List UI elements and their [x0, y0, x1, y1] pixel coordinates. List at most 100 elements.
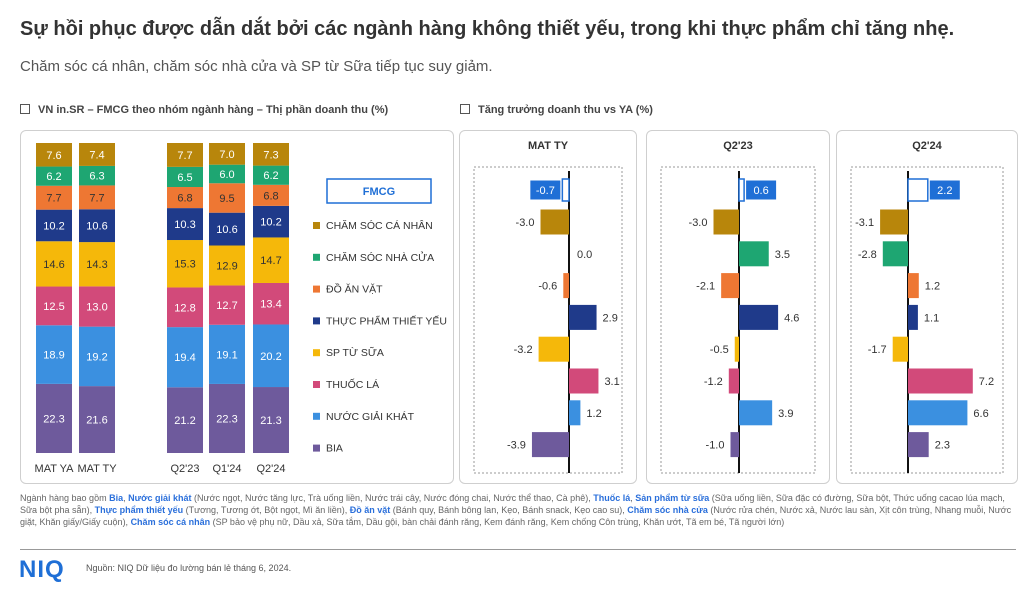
- bar-segment-cham-soc-ca-nhan: [253, 143, 289, 166]
- bar-segment-bia: [79, 386, 115, 453]
- growth-chart-title: MAT TY: [528, 140, 569, 152]
- growth-chart-title: Tăng trưởng doanh thu vs YA (%): [478, 104, 653, 116]
- footnote-category: Thực phẩm thiết yếu: [94, 505, 184, 515]
- growth-value-label: 2.9: [603, 312, 618, 324]
- growth-bar-do-an-vat: [908, 273, 919, 299]
- legend-swatch-nuoc-giai-khat: [313, 412, 320, 420]
- fmcg-total-badge: [746, 180, 777, 200]
- bar-segment-nuoc-giai-khat: [167, 327, 203, 388]
- growth-value-label: -0.5: [710, 344, 729, 356]
- fmcg-total-badge: [530, 180, 561, 200]
- growth-value-label: -2.8: [858, 249, 877, 261]
- bar-value-label: 6.5: [177, 172, 192, 184]
- bar-value-label: 19.1: [216, 349, 237, 361]
- x-tick-label: Q2'23: [170, 463, 199, 475]
- bar-value-label: 7.6: [46, 150, 61, 162]
- stacked-chart-title: VN in.SR – FMCG theo nhóm ngành hàng – T…: [38, 104, 389, 116]
- growth-bar-sp-tu-sua: [538, 336, 569, 362]
- bar-value-label: 19.4: [174, 352, 195, 364]
- legend-label-bia: BIA: [326, 443, 343, 455]
- footnote-category: Chăm sóc cá nhân: [130, 517, 211, 527]
- growth-bar-thuoc-la: [728, 368, 739, 394]
- bar-segment-nuoc-giai-khat: [253, 324, 289, 388]
- growth-value-label: 7.2: [979, 376, 994, 388]
- footnote: Ngành hàng bao gồm Bia, Nước giải khát (…: [20, 492, 1015, 528]
- growth-value-label: -3.9: [507, 440, 526, 452]
- footnote-text: (SP bảo vệ phụ nữ, Dầu xả, Sữa tắm, Dầu …: [210, 517, 785, 527]
- bar-value-label: 22.3: [216, 413, 237, 425]
- growth-value-label: 4.6: [784, 312, 799, 324]
- x-tick-label: MAT TY: [77, 463, 117, 475]
- bar-segment-thuc-pham-thiet-yeu: [167, 208, 203, 241]
- growth-bar-thuoc-la: [569, 368, 599, 394]
- x-tick-label: Q1'24: [212, 463, 241, 475]
- footnote-text: ,: [123, 493, 129, 503]
- bar-segment-do-an-vat: [167, 187, 203, 209]
- bar-value-label: 10.2: [260, 217, 281, 229]
- legend-header: FMCG: [363, 186, 395, 198]
- bar-value-label: 10.6: [86, 221, 107, 233]
- legend-label-cham-soc-nha-cua: CHĂM SÓC NHÀ CỬA: [326, 251, 434, 264]
- growth-value-label: -1.2: [704, 376, 723, 388]
- growth-bar-sp-tu-sua: [734, 336, 739, 362]
- bar-segment-nuoc-giai-khat: [209, 324, 245, 384]
- growth-chart-heading: Tăng trưởng doanh thu vs YA (%): [460, 104, 653, 116]
- legend-swatch-cham-soc-ca-nhan: [313, 222, 320, 229]
- legend-label-nuoc-giai-khat: NƯỚC GIẢI KHÁT: [326, 410, 415, 423]
- footnote-text: ,: [630, 493, 636, 503]
- growth-bar-bia: [908, 432, 929, 458]
- bar-segment-bia: [209, 383, 245, 453]
- bar-value-label: 7.3: [263, 149, 278, 161]
- growth-value-label: 0.0: [577, 249, 592, 261]
- checkbox-icon: [460, 104, 470, 114]
- page-title: Sự hồi phục được dẫn dắt bởi các ngành h…: [20, 18, 955, 40]
- bar-segment-nuoc-giai-khat: [79, 326, 115, 387]
- growth-value-label: 2.3: [935, 440, 950, 452]
- fmcg-total-value: -0.7: [536, 185, 555, 197]
- bar-value-label: 10.3: [174, 219, 195, 231]
- bar-value-label: 6.3: [89, 171, 104, 183]
- bar-segment-thuoc-la: [79, 286, 115, 327]
- bar-value-label: 12.8: [174, 302, 195, 314]
- dotted-frame: [850, 166, 1004, 474]
- bar-segment-do-an-vat: [209, 183, 245, 213]
- footnote-category: Thuốc lá: [593, 493, 631, 503]
- footnote-category: Chăm sóc nhà cửa: [627, 505, 708, 515]
- bar-value-label: 19.2: [86, 351, 107, 363]
- footnote-category: Đồ ăn vặt: [349, 505, 391, 515]
- footnote-text: (Sữa uống liền, Sữa đặc có đường, Sữa bộ…: [20, 493, 1005, 515]
- bar-segment-cham-soc-nha-cua: [36, 166, 72, 186]
- footnote-text: (Bánh quy, Bánh bông lan, Kẹo, Bánh snac…: [390, 505, 628, 515]
- x-tick-label: Q2'24: [256, 463, 285, 475]
- legend-swatch-bia: [313, 444, 320, 452]
- divider: [20, 549, 1016, 550]
- bar-value-label: 22.3: [43, 413, 64, 425]
- bar-value-label: 14.6: [43, 259, 64, 271]
- growth-value-label: 3.9: [778, 408, 793, 420]
- bar-value-label: 15.3: [174, 259, 195, 271]
- niq-logo: NIQ: [19, 556, 65, 583]
- bar-value-label: 21.6: [86, 415, 107, 427]
- bar-value-label: 6.0: [219, 169, 234, 181]
- growth-chart-q2-23: Q2'23 0.6 -3.0 3.5 -2.1 4.6 -0.5 -1.2 3.9 -1.0: [660, 140, 816, 474]
- growth-chart-mat-ty: MAT TY -0.7 -3.0 0.0 -0.6 2.9 -3.2 3.1 1.2 -3.9: [473, 140, 623, 474]
- legend-swatch-sp-tu-sua: [313, 349, 320, 357]
- growth-bar-sp-tu-sua: [892, 336, 908, 362]
- growth-bar-thuc-pham-thiet-yeu: [739, 304, 779, 330]
- bar-segment-sp-tu-sua: [36, 241, 72, 287]
- growth-bar-cham-soc-ca-nhan: [540, 209, 569, 235]
- growth-value-label: 3.5: [775, 249, 790, 261]
- stacked-bar-chart: 22.3 21.6 21.2 22.3 21.3 18.9 19.2 19.4 19.1 20.2…: [35, 143, 447, 475]
- bar-segment-cham-soc-ca-nhan: [79, 143, 115, 166]
- growth-panel-q2-24: Q2'24 2.2 -3.1 -2.8 1.2 1.1 -1.7 7.2 6.6 2.3: [836, 130, 1018, 484]
- bar-value-label: 21.3: [260, 415, 281, 427]
- bar-value-label: 20.2: [260, 351, 281, 363]
- growth-value-label: -1.0: [706, 440, 725, 452]
- bar-segment-nuoc-giai-khat: [36, 325, 72, 384]
- footnote-category: Nước giải khát: [128, 493, 192, 503]
- source-note: Nguồn: NIQ Dữ liệu đo lường bán lẻ tháng…: [86, 563, 292, 573]
- legend-swatch-cham-soc-nha-cua: [313, 253, 320, 261]
- growth-value-label: -3.0: [689, 217, 708, 229]
- bar-segment-do-an-vat: [36, 185, 72, 210]
- bar-segment-bia: [253, 387, 289, 453]
